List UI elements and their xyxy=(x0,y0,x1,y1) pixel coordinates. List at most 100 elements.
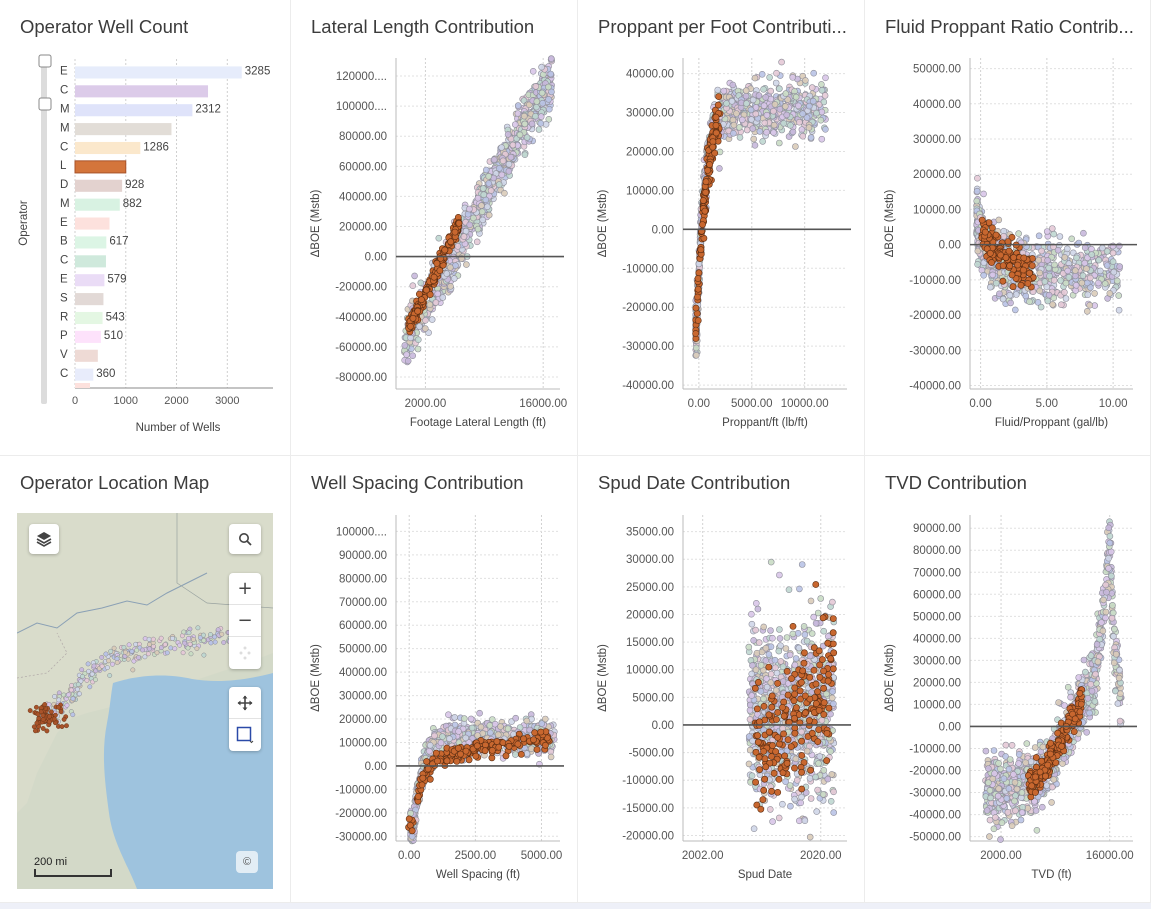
scatter-point xyxy=(807,795,815,802)
scatter-point xyxy=(807,597,815,605)
scatter-point xyxy=(776,635,784,642)
scatter-point xyxy=(818,717,826,724)
scatter-point xyxy=(1045,291,1053,299)
scatter-point xyxy=(730,130,737,137)
x-tick-label: 5000.00 xyxy=(731,398,773,410)
operator-bar xyxy=(75,368,94,381)
highlight-point xyxy=(692,330,700,337)
scatter-point xyxy=(545,116,553,123)
operator-bar xyxy=(75,179,123,192)
scatter-point xyxy=(1061,254,1069,261)
scatter-point xyxy=(818,135,826,143)
scatter-point xyxy=(532,83,540,90)
scatter-point xyxy=(498,144,505,151)
operator-label: C xyxy=(60,85,68,97)
scatter-point xyxy=(812,773,819,781)
y-tick-label: -40000.00 xyxy=(909,380,961,392)
scatter-point xyxy=(477,723,485,731)
scatter-point xyxy=(484,203,491,210)
y-axis-label: ΔBOE (Mstb) xyxy=(310,644,322,712)
scatter-point xyxy=(1087,284,1094,291)
scatter-points xyxy=(745,558,838,841)
scatter-point xyxy=(974,174,981,182)
scatter-point xyxy=(980,190,987,198)
operator-bar xyxy=(75,255,106,268)
operator-label: P xyxy=(60,330,68,342)
panel-title: Spud Date Contribution xyxy=(598,472,791,493)
y-tick-label: 30000.00 xyxy=(339,691,387,703)
scatter-point xyxy=(401,342,409,349)
scatter-point xyxy=(1026,298,1033,305)
operator-bar xyxy=(75,274,105,287)
scatter-point xyxy=(789,73,796,81)
scatter-point xyxy=(521,151,529,158)
highlight-point xyxy=(502,752,510,760)
scatter-point xyxy=(772,687,780,694)
scatter-point xyxy=(800,623,808,630)
scroll-handle-bottom xyxy=(38,97,52,111)
scatter-point xyxy=(808,630,816,637)
scatter-point xyxy=(523,134,531,141)
proppant-panel: Proppant per Foot Contributi... xyxy=(578,0,865,456)
scatter-point xyxy=(827,797,835,805)
bar-value-label: 928 xyxy=(125,179,144,191)
scatter-point xyxy=(770,121,778,129)
scatter-point xyxy=(473,238,481,246)
x-tick-label: 2500.00 xyxy=(455,850,497,862)
highlight-point xyxy=(517,750,525,758)
scatter-point xyxy=(542,715,549,723)
highlight-point xyxy=(514,740,522,748)
scatter-point xyxy=(434,290,441,298)
scatter-point xyxy=(760,623,767,631)
highlight-point xyxy=(454,744,462,752)
x-tick-label: 2020.00 xyxy=(800,850,842,862)
scatter-point xyxy=(767,627,774,634)
y-tick-label: 0.00 xyxy=(652,224,674,236)
scatter-point xyxy=(763,111,771,119)
scatter-point xyxy=(797,799,804,807)
scatter-point xyxy=(1007,299,1014,307)
scatter-point xyxy=(496,165,503,172)
y-tick-label: 20000.00 xyxy=(339,714,387,726)
scatter-point xyxy=(787,122,794,129)
scatter-point xyxy=(439,733,446,740)
scatter-point xyxy=(446,735,453,742)
operator-label: C xyxy=(60,368,68,380)
x-tick-label: 3000 xyxy=(215,395,239,407)
scatter-point xyxy=(1000,233,1007,240)
y-tick-label: -10000.00 xyxy=(622,263,674,275)
scatter-point xyxy=(479,216,486,224)
x-axis-label: Fluid/Proppant (gal/lb) xyxy=(995,417,1108,429)
scatter-point xyxy=(533,103,540,111)
y-tick-label: 60000.00 xyxy=(339,620,387,632)
y-tick-label: 70000.00 xyxy=(339,597,387,609)
scatter-point xyxy=(808,84,816,91)
scatter-point xyxy=(993,279,1000,287)
scatter-point xyxy=(476,709,483,717)
scatter-point xyxy=(1049,225,1056,232)
scatter-point xyxy=(460,233,468,240)
scatter-point xyxy=(404,357,412,365)
scatter-point xyxy=(803,747,811,755)
scatter-point xyxy=(780,120,787,127)
scatter-point xyxy=(409,282,417,289)
scatter-point xyxy=(786,651,794,659)
scatter-point xyxy=(767,806,774,813)
scatter-point xyxy=(736,134,744,141)
scatter-point xyxy=(512,121,519,128)
scatter-point xyxy=(461,715,468,722)
scatter-point xyxy=(821,92,829,99)
scatter-point xyxy=(762,93,769,101)
scatter-point xyxy=(814,786,821,794)
highlight-point xyxy=(447,238,455,246)
scatter-point xyxy=(795,644,803,652)
operator-label: V xyxy=(60,349,68,361)
scatter-point xyxy=(414,345,422,353)
operator-bar xyxy=(75,311,103,325)
scatter-point xyxy=(798,793,805,801)
x-tick-label: 1000 xyxy=(114,395,138,407)
scatter-point xyxy=(1049,301,1056,308)
scatter-point xyxy=(750,637,757,644)
highlight-point xyxy=(702,188,710,196)
scatter-point xyxy=(1035,256,1042,264)
